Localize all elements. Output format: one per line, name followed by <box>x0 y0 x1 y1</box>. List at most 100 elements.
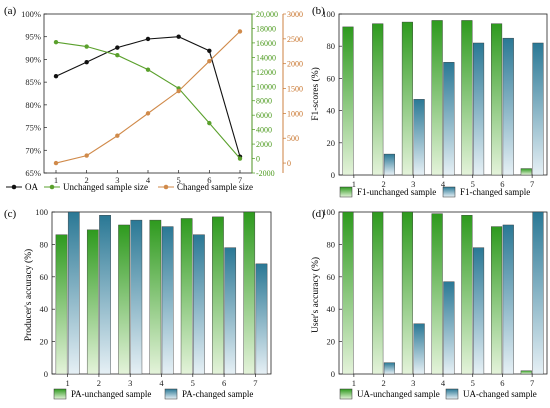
d-bar-changed <box>413 323 425 375</box>
b-x-tick-label: 7 <box>530 179 534 189</box>
legend-ua-unchanged: UA-unchanged sample <box>357 389 440 399</box>
a-point-oa <box>115 45 120 50</box>
a-point-changed-size <box>53 160 59 166</box>
d-bar-unchanged <box>372 211 384 375</box>
c-y-tick-label: 80 <box>40 239 49 249</box>
b-x-tick-label: 5 <box>471 179 475 189</box>
a-left-tick-label: 85% <box>25 77 41 87</box>
legend-pa-unchanged: PA-unchanged sample <box>71 389 151 399</box>
a-x-tick-label: 7 <box>238 175 242 185</box>
panel-b-label: (b) <box>312 5 325 17</box>
b-x-tick-label: 2 <box>381 179 385 189</box>
c-y-tick-label: 0 <box>44 369 48 379</box>
b-bar-unchanged <box>491 23 503 176</box>
panel-b-x-axis: 1 2 3 4 5 6 7 <box>352 175 534 189</box>
legend-oa: OA <box>25 182 38 192</box>
d-x-tick-label: 2 <box>381 378 385 388</box>
d-bar-changed <box>383 362 395 375</box>
a-point-changed-size <box>145 111 151 116</box>
a-point-unchanged-size <box>84 44 89 49</box>
a-point-changed-size <box>84 153 89 158</box>
panel-c-bars <box>55 211 268 375</box>
c-y-tick-label: 100 <box>35 207 48 217</box>
panel-a-label: (a) <box>4 5 17 17</box>
a-left-tick-label: 100% <box>21 9 41 19</box>
a-left-tick-label: 75% <box>25 123 41 133</box>
a-point-changed-size <box>176 88 181 94</box>
panel-a-line-chart: (a) 65% 70% 75% 80% 85% 90% 95% 100% -2000 0 2000… <box>4 5 303 192</box>
a-right1-tick-label: 14000 <box>256 53 276 62</box>
c-bar-changed <box>130 219 143 375</box>
a-point-unchanged-size <box>237 156 243 161</box>
d-bar-unchanged <box>342 211 354 375</box>
panel-b-y-axis: 0 20 40 60 80 100 <box>322 9 342 180</box>
d-x-tick-label: 5 <box>471 378 475 388</box>
d-bar-unchanged <box>431 213 443 375</box>
a-point-changed-size <box>207 59 212 64</box>
a-right2-tick-label: 2000 <box>287 60 303 69</box>
a-left-tick-label: 65% <box>25 168 41 178</box>
b-x-tick-label: 4 <box>441 179 446 189</box>
c-y-tick-label: 40 <box>40 304 49 314</box>
d-bar-unchanged <box>461 215 473 375</box>
c-bar-unchanged <box>180 218 193 375</box>
d-y-tick-label: 0 <box>331 369 335 379</box>
a-x-tick-label: 4 <box>146 175 151 185</box>
d-x-tick-label: 7 <box>530 378 534 388</box>
d-bar-changed <box>473 247 485 375</box>
panel-a-x-axis: 1 2 3 4 5 6 7 <box>54 170 242 185</box>
panel-b-bar-chart: (b) F1-scores (%) 0 20 40 60 80 100 1 2 3 4 5 6 7 F… <box>310 5 548 198</box>
legend-changed-sample-size: Changed sample size <box>177 182 253 192</box>
c-bar-changed <box>99 215 111 375</box>
d-bar-unchanged <box>401 211 413 375</box>
d-bar-changed <box>443 281 455 375</box>
panel-b-bars <box>342 20 544 176</box>
d-x-tick-label: 6 <box>500 378 504 388</box>
a-point-unchanged-size <box>145 67 151 72</box>
a-left-tick-label: 95% <box>25 32 41 42</box>
panel-d-y-axis-label: User's accuracy (%) <box>310 257 321 333</box>
panel-d-bars <box>342 211 544 375</box>
panel-c-y-axis: 0 20 40 60 80 100 <box>35 207 55 379</box>
a-right2-tick-label: 1500 <box>287 85 303 94</box>
c-x-tick-label: 1 <box>66 378 70 388</box>
b-y-tick-label: 40 <box>327 106 336 116</box>
d-x-tick-label: 4 <box>441 378 446 388</box>
a-x-tick-label: 2 <box>85 175 89 185</box>
a-x-tick-label: 3 <box>115 175 119 185</box>
c-bar-unchanged <box>149 219 162 375</box>
b-bar-unchanged <box>342 26 354 176</box>
c-x-tick-label: 5 <box>191 378 195 388</box>
b-y-tick-label: 60 <box>327 73 336 83</box>
a-right1-tick-label: 4000 <box>256 126 272 135</box>
a-point-unchanged-size <box>53 39 59 45</box>
c-bar-changed <box>67 211 80 375</box>
a-right2-tick-label: 500 <box>287 134 299 143</box>
panel-c-label: (c) <box>4 208 17 220</box>
a-right1-tick-label: 20,000 <box>256 10 278 19</box>
c-bar-unchanged <box>118 224 130 375</box>
c-bar-unchanged <box>212 216 224 375</box>
c-y-tick-label: 60 <box>40 272 49 282</box>
panel-d-y-axis: 0 20 40 60 80 100 <box>322 207 342 379</box>
b-y-tick-label: 20 <box>327 138 336 148</box>
a-point-oa <box>84 59 89 65</box>
panel-b-legend: F1-unchanged sample F1-changed sample <box>339 186 530 198</box>
b-bar-unchanged <box>461 20 473 176</box>
a-right2-tick-label: 2500 <box>287 35 303 44</box>
a-right2-tick-label: 1000 <box>287 109 303 118</box>
panel-c-plot-frame <box>51 211 272 375</box>
a-right1-tick-label: 0 <box>256 155 260 164</box>
a-right1-tick-label: 18000 <box>256 24 276 33</box>
c-bar-changed <box>224 247 237 375</box>
a-point-unchanged-size <box>115 52 120 58</box>
b-bar-changed <box>502 37 514 176</box>
a-left-tick-label: 70% <box>25 145 41 155</box>
a-point-oa <box>145 36 151 42</box>
b-bar-unchanged <box>401 21 413 176</box>
a-right2-tick-label: 3000 <box>287 10 303 19</box>
d-y-tick-label: 20 <box>327 337 336 347</box>
b-bar-changed <box>532 42 544 176</box>
d-x-tick-label: 3 <box>411 378 415 388</box>
c-x-tick-label: 2 <box>97 378 101 388</box>
